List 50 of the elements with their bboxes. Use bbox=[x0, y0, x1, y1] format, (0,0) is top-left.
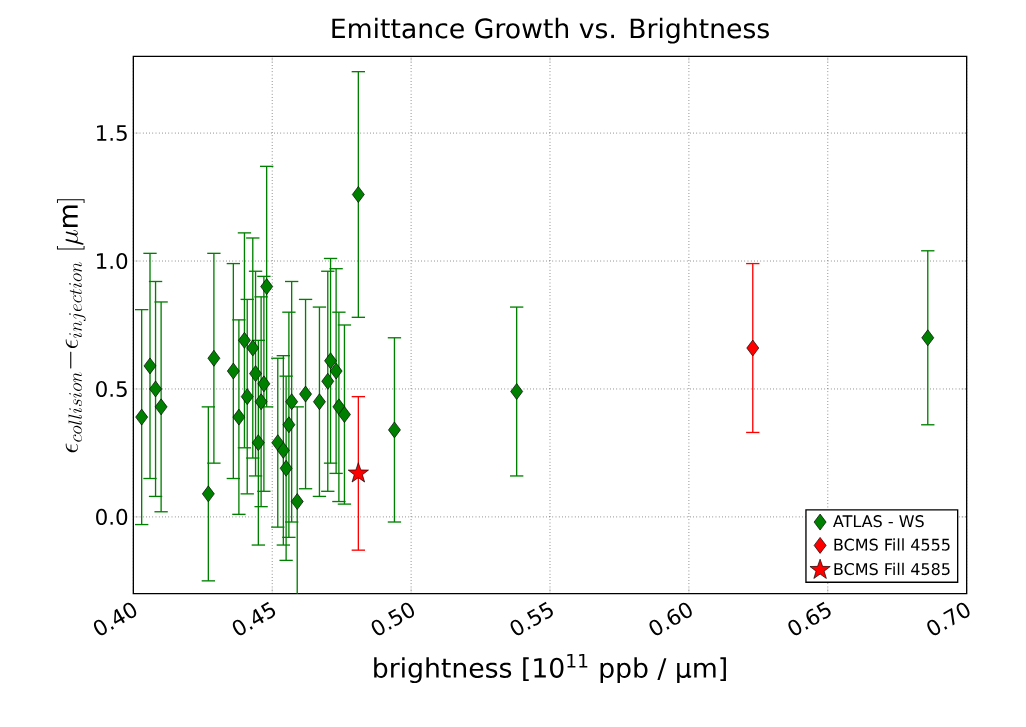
point bbox=[285, 393, 299, 411]
point bbox=[246, 339, 260, 357]
point bbox=[232, 408, 246, 426]
point bbox=[149, 380, 162, 398]
point bbox=[352, 186, 365, 203]
y-tick-label: 0.5 bbox=[96, 380, 127, 398]
point bbox=[299, 385, 312, 403]
y-tick-label: 1.5 bbox=[97, 125, 127, 141]
point bbox=[202, 485, 215, 503]
x-tick-label: 0.65 bbox=[788, 601, 831, 636]
x-tick-label: 0.55 bbox=[510, 601, 553, 636]
legend-label: BCMS Fill 4585 bbox=[834, 562, 950, 576]
x-tick-label: 0.45 bbox=[232, 601, 276, 636]
point bbox=[135, 408, 149, 426]
point bbox=[321, 372, 335, 390]
point bbox=[510, 383, 524, 400]
x-tick-label: 0.50 bbox=[371, 602, 415, 636]
chart-title: Emittance Growth vs. Brightness bbox=[332, 17, 769, 44]
point bbox=[313, 393, 326, 411]
y-axis-title: $\epsilon_{collision}{-}\epsilon_{injection}\ [\mu\mathrm{m}]$ bbox=[56, 199, 86, 453]
legend-label: BCMS Fill 4555 bbox=[834, 538, 950, 551]
y-tick-label: 0.0 bbox=[96, 508, 128, 525]
point bbox=[143, 357, 157, 375]
point bbox=[347, 462, 369, 483]
x-tick-label: 0.40 bbox=[93, 602, 137, 636]
point bbox=[260, 278, 274, 295]
point bbox=[279, 459, 293, 477]
point bbox=[257, 375, 271, 393]
point bbox=[207, 349, 221, 367]
point bbox=[324, 352, 337, 370]
point bbox=[238, 332, 251, 349]
point bbox=[254, 393, 268, 411]
point bbox=[249, 365, 262, 382]
point bbox=[921, 329, 935, 347]
point bbox=[282, 416, 296, 434]
x-tick-label: 0.70 bbox=[927, 602, 970, 636]
point bbox=[329, 362, 343, 380]
point bbox=[290, 493, 304, 510]
point bbox=[277, 442, 290, 459]
point bbox=[338, 406, 351, 423]
x-tick-label: 0.60 bbox=[649, 602, 692, 636]
y-tick-label: 1.0 bbox=[97, 252, 128, 270]
point bbox=[251, 434, 265, 452]
point bbox=[227, 362, 240, 380]
legend-label: ATLAS - WS bbox=[833, 515, 924, 528]
point bbox=[240, 388, 254, 405]
point bbox=[154, 398, 168, 416]
x-axis-title: brightness [10$^{11}$ ppb / μm] bbox=[374, 653, 726, 684]
point bbox=[746, 339, 760, 357]
point bbox=[388, 421, 401, 439]
